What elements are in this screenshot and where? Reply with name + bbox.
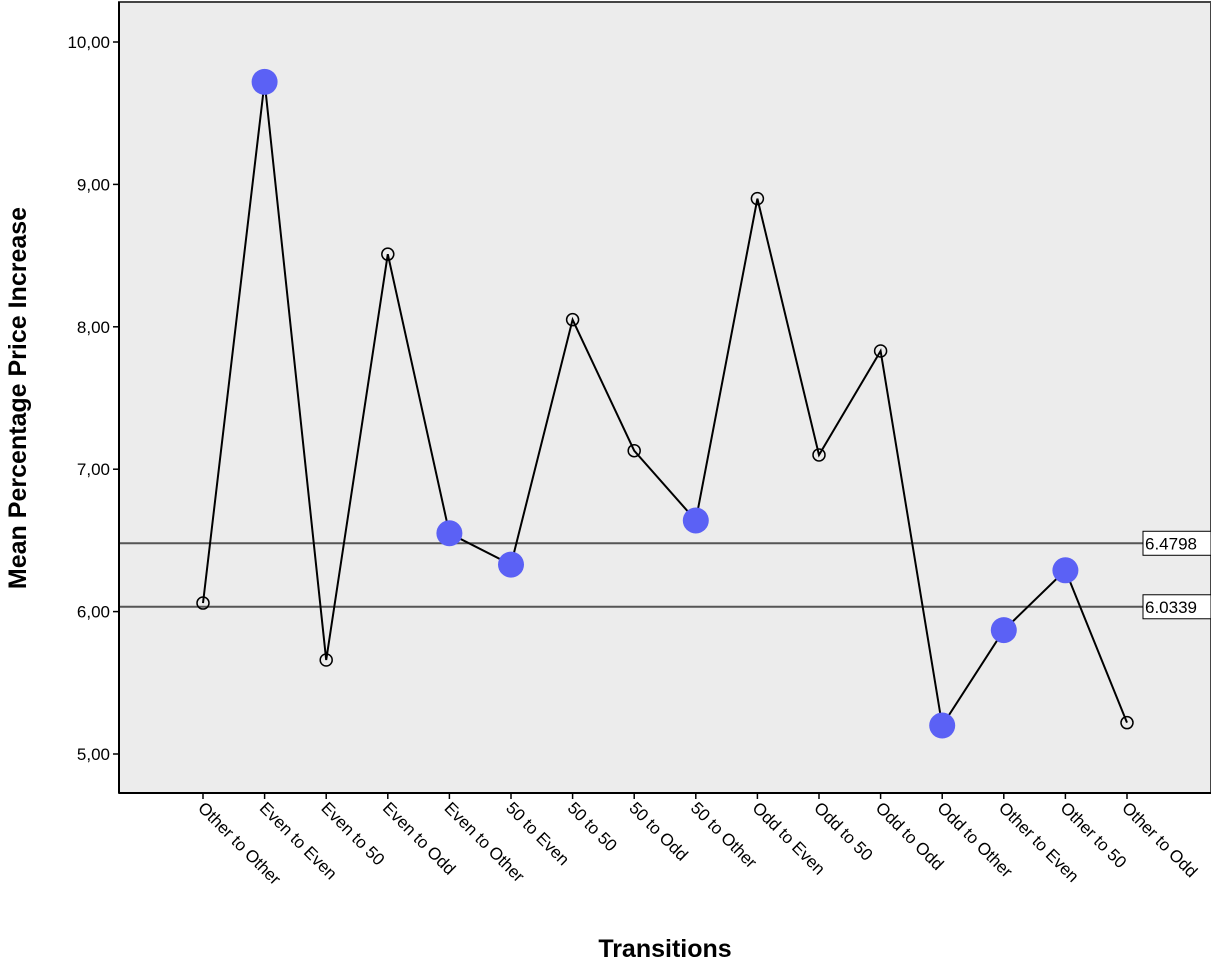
reference-line-label: 6.4798 (1145, 534, 1197, 553)
plot-area (118, 1, 1211, 794)
data-point (319, 653, 333, 667)
highlighted-data-point (682, 507, 709, 534)
highlighted-data-point (990, 617, 1017, 644)
data-point (627, 443, 641, 458)
x-tick-label: Odd to 50 (810, 798, 876, 864)
series-line (202, 81, 1128, 729)
data-point (750, 191, 765, 206)
data-point (812, 448, 826, 462)
x-axis-title: Transitions (598, 935, 731, 963)
highlighted-data-point (498, 551, 524, 578)
highlighted-data-point (436, 520, 463, 547)
highlighted-data-point (1052, 557, 1079, 584)
data-point (196, 596, 210, 610)
y-tick-label: 9,00 (77, 175, 110, 194)
reference-label-box (1142, 530, 1211, 556)
series-layer (196, 68, 1134, 739)
x-tick-label: 50 to Odd (625, 798, 691, 864)
x-tick-label: 50 to 50 (564, 798, 621, 855)
x-tick-label: Other to Odd (1118, 798, 1201, 881)
reference-label-box (1142, 594, 1211, 620)
y-axis-title: Mean Percentage Price Increase (4, 207, 32, 589)
data-point (873, 344, 888, 358)
reference-line-label: 6.0339 (1145, 598, 1197, 617)
data-point (1120, 715, 1134, 730)
data-point (565, 312, 580, 327)
y-tick-label: 6,00 (77, 603, 110, 622)
y-tick-label: 5,00 (77, 745, 110, 764)
y-tick-label: 10,00 (67, 33, 110, 52)
y-axis: 5,00 6,00 7,00 8,00 9,00 10,00 (67, 2, 120, 793)
y-tick-label: 8,00 (77, 318, 110, 337)
data-point (381, 247, 395, 261)
highlighted-data-point (251, 68, 278, 95)
highlighted-data-point (929, 712, 956, 739)
y-tick-label: 7,00 (77, 460, 110, 479)
reference-lines: 6.4798 6.0339 (119, 530, 1211, 620)
